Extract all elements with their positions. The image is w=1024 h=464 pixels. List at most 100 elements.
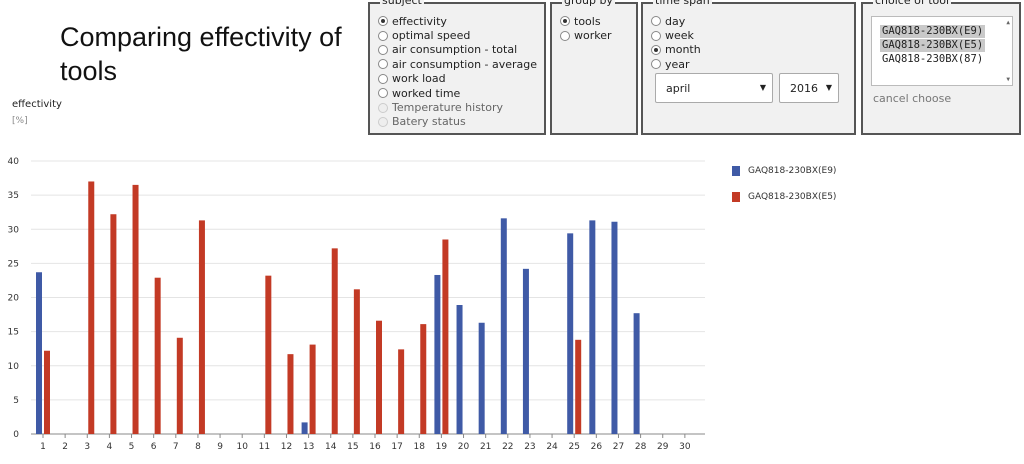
x-tick-label: 10	[236, 442, 248, 452]
radio-icon[interactable]	[378, 30, 388, 41]
bar	[353, 289, 360, 434]
x-tick-label: 7	[173, 442, 179, 452]
time-span-option-label: week	[665, 29, 694, 43]
bar	[500, 218, 507, 434]
radio-icon[interactable]	[378, 73, 388, 84]
radio-icon[interactable]	[651, 44, 661, 55]
x-tick-label: 19	[436, 442, 448, 452]
x-tick-label: 16	[369, 442, 381, 452]
bar	[309, 344, 316, 434]
subject-option[interactable]: air consumption - total	[378, 43, 537, 57]
cancel-choose-link[interactable]: cancel choose	[873, 92, 952, 105]
bar	[456, 305, 463, 434]
time-span-option[interactable]: day	[651, 14, 701, 28]
radio-icon[interactable]	[378, 59, 388, 70]
group-by-option-label: tools	[574, 14, 601, 28]
time-span-legend: time span	[653, 0, 712, 8]
x-tick-label: 17	[391, 442, 402, 452]
radio-icon[interactable]	[560, 30, 570, 41]
tool-list-item[interactable]: GAQ818-230BX(E5)	[880, 39, 986, 52]
y-tick-label: 10	[8, 362, 20, 372]
group-by-option[interactable]: tools	[560, 14, 612, 28]
time-span-option-label: year	[665, 57, 690, 71]
time-span-option-label: month	[665, 43, 701, 57]
bar	[567, 233, 574, 434]
bar	[88, 181, 95, 434]
tool-choice-legend: choice of tool	[873, 0, 952, 8]
subject-option[interactable]: worked time	[378, 86, 537, 100]
x-tick-label: 13	[303, 442, 314, 452]
time-span-option[interactable]: year	[651, 57, 701, 71]
x-tick-label: 5	[129, 442, 135, 452]
x-tick-label: 18	[414, 442, 426, 452]
month-select-value: april	[666, 81, 691, 95]
subject-option[interactable]: work load	[378, 72, 537, 86]
x-tick-label: 15	[347, 442, 358, 452]
subject-option-label: Batery status	[392, 115, 466, 129]
month-select[interactable]: april ▼	[655, 73, 773, 103]
y-tick-label: 5	[13, 396, 19, 406]
x-tick-label: 9	[217, 442, 223, 452]
bar	[434, 274, 441, 434]
legend-label: GAQ818-230BX(E9)	[748, 166, 837, 176]
legend-item[interactable]: GAQ818-230BX(E5)	[732, 184, 836, 210]
x-tick-label: 6	[151, 442, 157, 452]
page-title: Comparing effectivity of tools	[60, 22, 342, 86]
bar	[589, 220, 596, 434]
bar	[198, 220, 205, 434]
legend-swatch	[732, 192, 740, 202]
x-tick-label: 23	[524, 442, 535, 452]
tool-list-item[interactable]: GAQ818-230BX(87)	[882, 53, 984, 65]
subject-legend: subject	[380, 0, 424, 8]
bar	[376, 320, 382, 434]
y-tick-label: 40	[8, 157, 20, 167]
subject-option[interactable]: effectivity	[378, 14, 537, 28]
time-span-option[interactable]: week	[651, 28, 701, 42]
radio-icon[interactable]	[560, 16, 570, 27]
year-select-value: 2016	[790, 81, 818, 95]
group-by-legend: group by	[562, 0, 615, 8]
radio-icon[interactable]	[651, 30, 661, 41]
time-span-option[interactable]: month	[651, 43, 701, 57]
time-span-option-label: day	[665, 14, 686, 28]
subject-option[interactable]: optimal speed	[378, 28, 537, 42]
subject-option[interactable]: air consumption - average	[378, 57, 537, 71]
tool-listbox[interactable]: GAQ818-230BX(E9) GAQ818-230BX(E5) GAQ818-2…	[871, 16, 1013, 86]
radio-icon[interactable]	[378, 88, 388, 99]
x-tick-label: 3	[84, 442, 90, 452]
x-tick-label: 26	[591, 442, 603, 452]
x-tick-label: 20	[458, 442, 470, 452]
x-tick-label: 29	[657, 442, 669, 452]
radio-icon[interactable]	[651, 16, 661, 27]
radio-icon[interactable]	[378, 16, 388, 27]
radio-icon[interactable]	[378, 44, 388, 55]
radio-icon	[378, 116, 388, 127]
bar	[265, 275, 272, 434]
tool-choice-panel: choice of tool GAQ818-230BX(E9) GAQ818-23…	[861, 0, 1021, 135]
x-tick-label: 22	[502, 442, 513, 452]
bar	[442, 239, 449, 434]
bar	[287, 354, 294, 434]
x-tick-label: 8	[195, 442, 201, 452]
x-tick-label: 21	[480, 442, 491, 452]
scroll-down-icon[interactable]: ▼	[1006, 76, 1010, 83]
scroll-up-icon[interactable]: ▲	[1006, 19, 1010, 26]
y-tick-label: 35	[8, 191, 19, 201]
y-tick-label: 30	[8, 225, 20, 235]
bar	[176, 337, 183, 434]
x-tick-label: 25	[568, 442, 579, 452]
subject-option-label: air consumption - total	[392, 43, 518, 57]
bar	[154, 277, 161, 434]
group-by-option[interactable]: worker	[560, 28, 612, 42]
y-tick-label: 20	[8, 294, 20, 304]
subject-option-label: effectivity	[392, 14, 447, 28]
subject-panel: subject effectivity optimal speed air cons…	[368, 0, 546, 135]
radio-icon[interactable]	[651, 59, 661, 70]
year-select[interactable]: 2016 ▼	[779, 73, 839, 103]
chevron-down-icon: ▼	[759, 83, 766, 92]
subject-option-label: worked time	[392, 86, 461, 100]
bar	[44, 350, 50, 434]
tool-list-item[interactable]: GAQ818-230BX(E9)	[880, 25, 986, 38]
legend-item[interactable]: GAQ818-230BX(E9)	[732, 158, 836, 184]
